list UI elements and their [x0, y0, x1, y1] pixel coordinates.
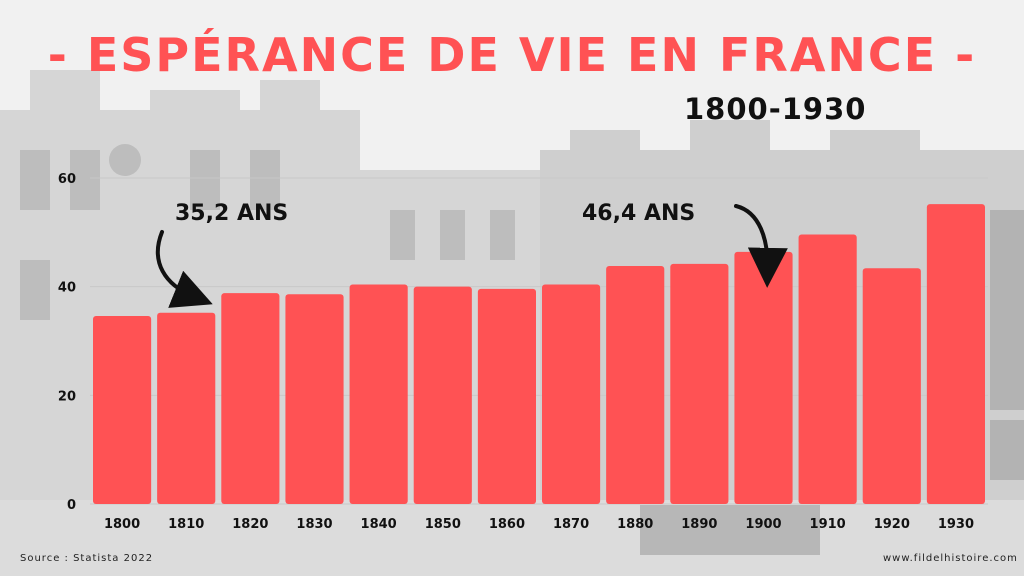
bar-1860 — [477, 288, 536, 504]
x-tick-label: 1830 — [296, 517, 332, 532]
x-tick-label: 1880 — [617, 517, 653, 532]
annotation-label: 46,4 ANS — [582, 201, 695, 226]
annotations: 35,2 ANS 46,4 ANS — [155, 201, 788, 308]
bar-1840 — [349, 284, 408, 504]
x-tick-label: 1900 — [745, 517, 781, 532]
annotation-arrow — [734, 204, 788, 288]
annotation-label: 35,2 ANS — [175, 201, 288, 226]
x-axis-ticks: 1800 1810 1820 1830 1840 1850 1860 1870 1880 1890… — [104, 517, 974, 532]
chart-subtitle: 1800-1930 — [684, 92, 867, 126]
website-credit: www.fildelhistoire.com — [883, 553, 1018, 564]
bar-1920 — [862, 268, 921, 504]
y-tick-label: 20 — [58, 389, 76, 404]
x-tick-label: 1860 — [489, 517, 525, 532]
bar-1820 — [221, 293, 280, 504]
x-tick-label: 1870 — [553, 517, 589, 532]
x-tick-label: 1890 — [681, 517, 717, 532]
bar-1930 — [926, 204, 985, 504]
x-tick-label: 1850 — [425, 517, 461, 532]
bar-1910 — [798, 234, 857, 505]
source-note: Source : Statista 2022 — [20, 553, 154, 564]
y-tick-label: 0 — [67, 498, 76, 513]
bar-1810 — [157, 312, 216, 504]
x-tick-label: 1930 — [938, 517, 974, 532]
bar-1850 — [413, 286, 472, 504]
x-tick-label: 1810 — [168, 517, 204, 532]
x-tick-label: 1910 — [810, 517, 846, 532]
y-tick-label: 40 — [58, 281, 76, 296]
y-axis-ticks: 0 20 40 60 — [58, 172, 76, 513]
x-tick-label: 1820 — [232, 517, 268, 532]
bar-1880 — [606, 266, 665, 504]
bar-1890 — [670, 263, 729, 504]
bar-1800 — [93, 316, 152, 504]
chart-title: - ESPÉRANCE DE VIE EN FRANCE - — [47, 28, 977, 82]
y-tick-label: 60 — [58, 172, 76, 187]
annotation-arrow — [155, 230, 213, 308]
bar-1870 — [542, 284, 601, 504]
x-tick-label: 1840 — [361, 517, 397, 532]
bars — [93, 204, 985, 505]
bar-1830 — [285, 294, 344, 504]
x-tick-label: 1920 — [874, 517, 910, 532]
bar-1900 — [734, 251, 793, 504]
x-tick-label: 1800 — [104, 517, 140, 532]
